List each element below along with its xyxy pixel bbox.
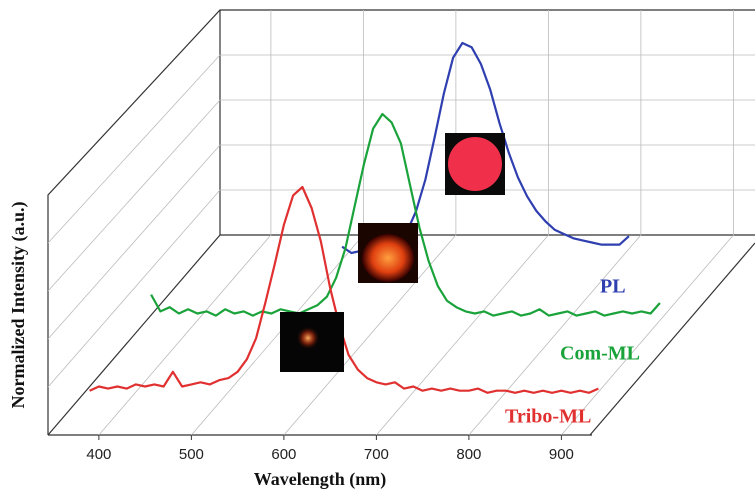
grid-line xyxy=(98,234,272,436)
series-label: Com-ML xyxy=(560,343,640,365)
x-tick-label: 800 xyxy=(456,446,481,463)
grid-line xyxy=(191,234,364,436)
grid-line xyxy=(376,234,549,436)
photo xyxy=(296,326,320,350)
inset-photo xyxy=(445,133,505,195)
spectrum-line xyxy=(150,112,661,317)
back-wall-edge xyxy=(219,10,755,236)
photo xyxy=(362,234,414,282)
x-tick-label: 400 xyxy=(86,446,111,463)
floor-edge xyxy=(589,242,755,436)
floor-edge xyxy=(47,234,221,436)
grid-line xyxy=(283,234,457,436)
wall-grid xyxy=(47,99,221,292)
series-label: PL xyxy=(600,276,626,298)
wall-edge xyxy=(47,9,755,435)
x-axis-label: Wavelength (nm) xyxy=(254,469,387,490)
x-tick-label: 900 xyxy=(549,446,574,463)
grid-line xyxy=(561,234,734,436)
wall-grid xyxy=(47,189,221,388)
grid-line xyxy=(468,234,642,436)
x-tick-label: 700 xyxy=(364,446,389,463)
inset-photo xyxy=(358,223,418,283)
inset-photo xyxy=(280,312,344,372)
x-tick-label: 500 xyxy=(179,446,204,463)
y-axis-label: Normalized Intensity (a.u.) xyxy=(8,202,29,409)
photo xyxy=(448,137,502,191)
wall-grid xyxy=(47,144,221,340)
wall-grid xyxy=(47,54,221,244)
x-tick-label: 600 xyxy=(271,446,296,463)
series-label: Tribo-ML xyxy=(505,406,591,428)
